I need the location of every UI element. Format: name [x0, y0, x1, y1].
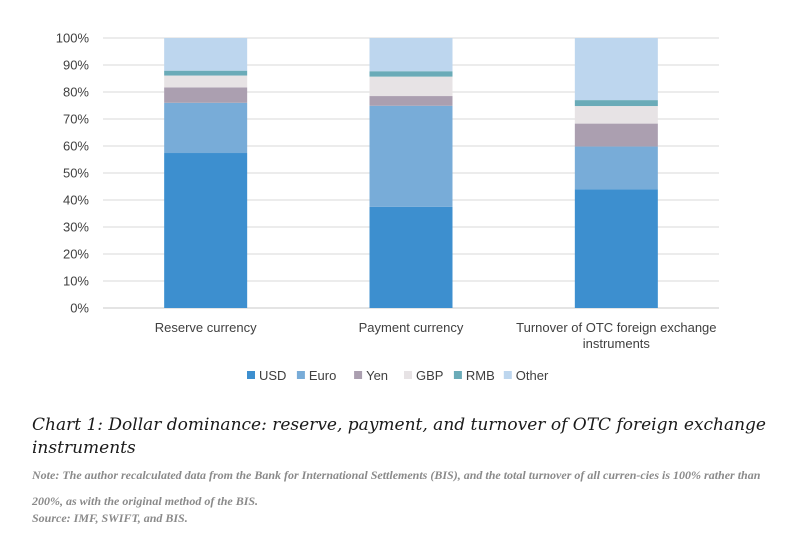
- y-tick-label: 100%: [56, 31, 90, 46]
- bar-segment-usd: [574, 189, 658, 308]
- bar-segment-euro: [574, 146, 658, 190]
- y-tick-label: 40%: [63, 193, 89, 208]
- y-tick-label: 20%: [63, 247, 89, 262]
- bar-segment-euro: [164, 102, 248, 154]
- legend-swatch-usd: [247, 371, 255, 379]
- bar-segment-gbp: [369, 76, 453, 97]
- chart-caption: Chart 1: Dollar dominance: reserve, paym…: [32, 415, 766, 458]
- legend-label-yen: Yen: [366, 368, 388, 383]
- bar-segment-rmb: [164, 70, 248, 76]
- bar-segment-gbp: [574, 106, 658, 124]
- legend-swatch-rmb: [453, 371, 462, 379]
- bar-segment-yen: [574, 123, 658, 147]
- y-tick-label: 80%: [63, 85, 89, 100]
- legend-label-rmb: RMB: [466, 368, 495, 383]
- legend-swatch-yen: [354, 371, 363, 379]
- bar-segment-yen: [164, 87, 248, 103]
- y-axis: 0% 10% 20% 30% 40% 50% 60% 70% 80% 90% 100%: [56, 31, 90, 316]
- bar-segment-rmb: [574, 100, 658, 107]
- x-category-label: instruments: [583, 336, 651, 351]
- legend-label-euro: Euro: [309, 368, 336, 383]
- y-tick-label: 70%: [63, 112, 89, 127]
- x-category-label: Payment currency: [359, 320, 464, 335]
- y-tick-label: 0%: [70, 301, 89, 316]
- y-tick-label: 30%: [63, 220, 89, 235]
- bars: [164, 38, 658, 308]
- bar-segment-euro: [369, 105, 453, 207]
- legend-swatch-gbp: [404, 371, 412, 379]
- legend-swatch-other: [503, 371, 512, 379]
- bar-segment-gbp: [164, 75, 248, 88]
- x-category-label: Reserve currency: [155, 320, 257, 335]
- y-tick-label: 10%: [63, 274, 89, 289]
- chart-source: Source: IMF, SWIFT, and BIS.: [32, 511, 188, 525]
- bar-segment-yen: [369, 96, 453, 106]
- x-axis: Reserve currency Payment currency Turnover…: [155, 320, 717, 351]
- bar-segment-usd: [369, 206, 453, 308]
- chart-note: Note: The author recalculated data from …: [32, 468, 761, 508]
- legend-label-gbp: GBP: [416, 368, 443, 383]
- y-tick-label: 50%: [63, 166, 89, 181]
- bar-segment-other: [574, 38, 658, 101]
- legend-label-other: Other: [516, 368, 549, 383]
- bar-segment-usd: [164, 153, 248, 308]
- y-tick-label: 60%: [63, 139, 89, 154]
- y-tick-label: 90%: [63, 58, 89, 73]
- legend-swatch-euro: [296, 371, 305, 379]
- x-category-label: Turnover of OTC foreign exchange: [516, 320, 716, 335]
- stacked-bar-chart: 0% 10% 20% 30% 40% 50% 60% 70% 80% 90% 100% Reserv…: [56, 31, 719, 383]
- bar-segment-other: [369, 38, 453, 72]
- bar-segment-other: [164, 38, 248, 71]
- legend: USD Euro Yen GBP RMB Other: [247, 368, 549, 383]
- legend-label-usd: USD: [259, 368, 286, 383]
- bar-segment-rmb: [369, 71, 453, 77]
